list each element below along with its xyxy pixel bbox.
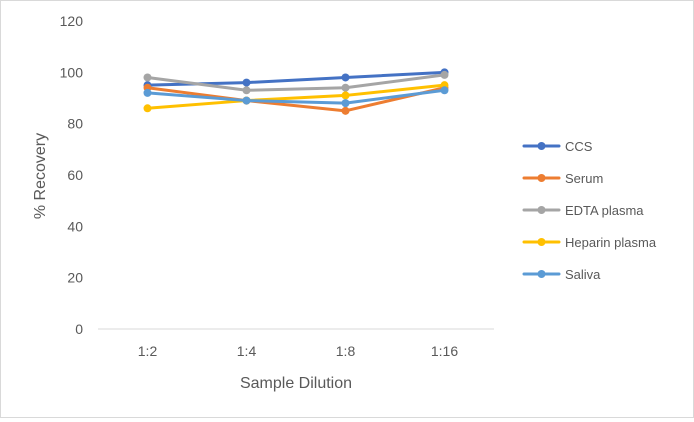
y-tick-label: 0: [75, 321, 83, 337]
data-point: [341, 99, 350, 108]
legend-label: CCS: [565, 139, 593, 154]
x-tick-label: 1:16: [431, 343, 458, 359]
data-point: [143, 88, 152, 97]
x-tick-label: 1:2: [138, 343, 158, 359]
data-point: [341, 106, 350, 115]
data-point: [440, 70, 449, 79]
data-point: [341, 83, 350, 92]
x-tick-label: 1:8: [336, 343, 356, 359]
series-line: [146, 86, 446, 113]
y-tick-label: 20: [67, 270, 83, 286]
series-edta-plasma: [143, 70, 449, 95]
x-axis-ticks: 1:2 1:4 1:8 1:16: [138, 343, 459, 359]
series-line: [146, 83, 446, 110]
legend-marker: [537, 174, 546, 182]
data-point: [341, 73, 350, 82]
legend-label: EDTA plasma: [565, 203, 644, 218]
legend-marker: [537, 142, 546, 150]
y-tick-label: 40: [67, 218, 83, 234]
series-layer: [143, 68, 449, 115]
y-tick-label: 60: [67, 167, 83, 183]
x-axis-title: Sample Dilution: [240, 375, 352, 392]
x-tick-label: 1:4: [237, 343, 257, 359]
legend: CCS Serum EDTA plasma Heparin plasma Saliva: [522, 139, 657, 282]
legend-label: Serum: [565, 171, 603, 186]
legend-item: CCS: [522, 139, 593, 154]
legend-item: Serum: [522, 171, 603, 186]
series-line: [146, 73, 446, 92]
data-point: [242, 96, 251, 105]
legend-label: Saliva: [565, 267, 601, 282]
series-saliva: [143, 86, 449, 108]
legend-marker: [537, 238, 546, 246]
legend-label: Heparin plasma: [565, 235, 657, 250]
data-point: [440, 86, 449, 95]
legend-item: Heparin plasma: [522, 235, 657, 250]
data-point: [242, 78, 251, 87]
legend-marker: [537, 206, 546, 214]
y-tick-label: 100: [60, 64, 84, 80]
legend-item: Saliva: [522, 267, 601, 282]
data-point: [143, 104, 152, 113]
y-axis-ticks: 0 20 40 60 80 100 120: [60, 13, 84, 337]
legend-marker: [537, 270, 546, 278]
y-tick-label: 80: [67, 116, 83, 132]
series-line: [146, 88, 446, 105]
series-ccs: [143, 68, 449, 90]
legend-item: EDTA plasma: [522, 203, 644, 218]
data-point: [242, 86, 251, 95]
y-tick-label: 120: [60, 13, 84, 29]
data-point: [341, 91, 350, 100]
data-point: [143, 73, 152, 82]
y-axis-title: % Recovery: [32, 133, 49, 219]
